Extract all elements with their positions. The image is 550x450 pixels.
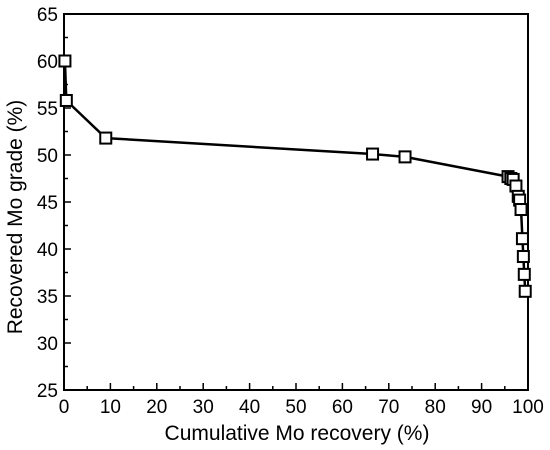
x-tick-label: 40 bbox=[239, 397, 260, 418]
x-tick-label: 70 bbox=[378, 397, 399, 418]
x-tick-label: 30 bbox=[193, 397, 214, 418]
x-tick-label: 20 bbox=[146, 397, 167, 418]
y-tick-label: 30 bbox=[37, 334, 58, 355]
plot-frame bbox=[63, 13, 529, 391]
x-tick-label: 0 bbox=[59, 397, 70, 418]
data-point bbox=[58, 54, 72, 68]
x-tick-label: 90 bbox=[471, 397, 492, 418]
data-point bbox=[398, 150, 412, 164]
series-line bbox=[63, 60, 527, 292]
x-tick-label: 50 bbox=[285, 397, 306, 418]
x-tick-label: 60 bbox=[332, 397, 353, 418]
data-point bbox=[59, 93, 73, 107]
y-tick-label: 65 bbox=[37, 5, 58, 26]
y-tick-label: 45 bbox=[37, 193, 58, 214]
data-point bbox=[516, 250, 530, 264]
data-point bbox=[518, 284, 532, 298]
y-tick-label: 40 bbox=[37, 240, 58, 261]
y-tick-label: 35 bbox=[37, 287, 58, 308]
x-tick-label: 100 bbox=[512, 397, 544, 418]
y-tick-label: 50 bbox=[37, 146, 58, 167]
y-tick-label: 25 bbox=[37, 381, 58, 402]
x-tick-label: 80 bbox=[425, 397, 446, 418]
y-tick-label: 60 bbox=[37, 52, 58, 73]
data-point bbox=[366, 147, 380, 161]
data-point bbox=[517, 267, 531, 281]
data-point bbox=[514, 203, 528, 217]
x-axis-title: Cumulative Mo recovery (%) bbox=[165, 422, 430, 445]
x-tick-label: 10 bbox=[100, 397, 121, 418]
data-point bbox=[99, 131, 113, 145]
y-tick-label: 55 bbox=[37, 99, 58, 120]
data-point bbox=[515, 232, 529, 246]
y-axis-title: Recovered Mo grade (%) bbox=[4, 100, 27, 335]
